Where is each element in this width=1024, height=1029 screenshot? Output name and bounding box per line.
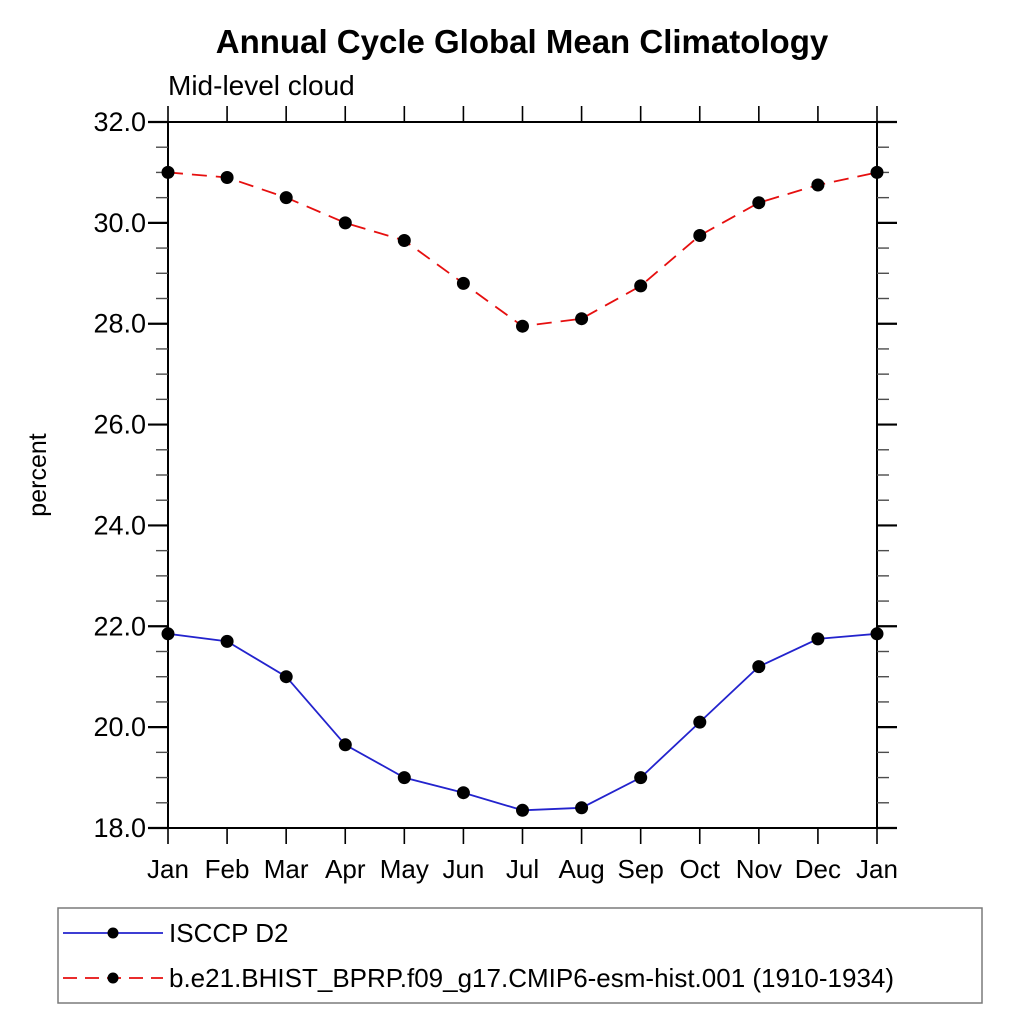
y-tick-label: 24.0	[93, 510, 146, 540]
y-tick-label: 32.0	[93, 107, 146, 137]
data-point	[870, 627, 884, 641]
y-tick-label: 28.0	[93, 309, 146, 339]
x-tick-label: May	[380, 854, 429, 884]
data-point	[693, 229, 707, 242]
data-point	[752, 196, 766, 210]
x-tick-label: Dec	[795, 854, 841, 884]
data-point	[456, 786, 470, 800]
data-point	[870, 165, 884, 179]
x-tick-label: Jan	[147, 854, 189, 884]
data-point	[693, 715, 707, 729]
x-tick-label: Aug	[558, 854, 604, 884]
data-point	[811, 632, 825, 646]
x-tick-label: Feb	[205, 854, 250, 884]
data-point	[575, 801, 589, 815]
y-axis-label: percent	[24, 433, 52, 516]
chart-title: Annual Cycle Global Mean Climatology	[216, 23, 829, 60]
series-line-1	[167, 171, 878, 328]
data-point	[397, 234, 411, 247]
data-point	[752, 660, 766, 674]
y-tick-label: 20.0	[93, 712, 146, 742]
data-point	[279, 191, 293, 205]
legend-marker	[107, 927, 119, 939]
y-tick-label: 18.0	[93, 813, 146, 843]
y-tick-label: 22.0	[93, 611, 146, 641]
legend-box: ISCCP D2 b.e21.BHIST_BPRP.f09_g17.CMIP6-e…	[57, 907, 983, 1004]
data-point	[338, 738, 352, 752]
data-point	[811, 178, 825, 192]
plot-box	[167, 121, 878, 829]
legend-frame	[57, 907, 983, 1004]
x-tick-label: Sep	[618, 854, 664, 884]
data-point	[456, 276, 470, 290]
x-tick-label: Mar	[264, 854, 309, 884]
legend-label: ISCCP D2	[169, 918, 288, 948]
data-point	[634, 279, 648, 293]
data-point	[516, 319, 529, 333]
data-point	[220, 171, 234, 184]
data-series-group	[161, 165, 884, 817]
x-tick-label: Jun	[442, 854, 484, 884]
data-point	[161, 627, 175, 641]
legend-label: b.e21.BHIST_BPRP.f09_g17.CMIP6-esm-hist.…	[169, 963, 894, 993]
y-tick-label: 26.0	[93, 410, 146, 440]
data-point	[161, 165, 175, 179]
data-point	[338, 216, 352, 230]
y-tick-label: 30.0	[93, 208, 146, 238]
x-tick-label: Jan	[856, 854, 898, 884]
data-point	[575, 312, 589, 326]
data-point	[634, 771, 648, 785]
x-tick-label: Nov	[736, 854, 782, 884]
data-point	[220, 634, 234, 648]
x-tick-label: Jul	[506, 854, 539, 884]
x-tick-label: Apr	[325, 854, 366, 884]
x-tick-label: Oct	[680, 854, 721, 884]
chart-subtitle: Mid-level cloud	[168, 70, 355, 101]
data-point	[397, 771, 411, 785]
data-point	[279, 670, 293, 684]
legend-marker	[107, 972, 119, 984]
axes: 18.0 20.0 22.0 24.0 26.0 28.0 30.0 32.0 Jan Feb Ma…	[93, 106, 898, 884]
data-point	[516, 803, 529, 817]
series-line-0	[167, 632, 878, 812]
